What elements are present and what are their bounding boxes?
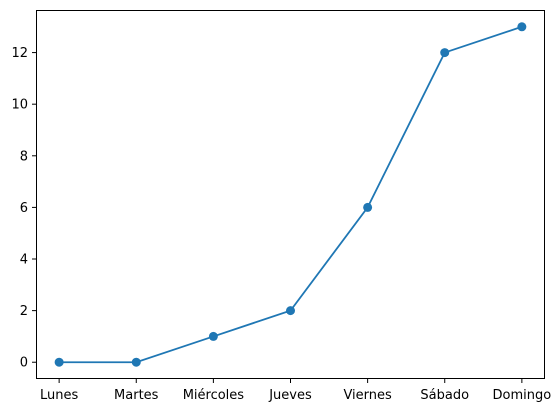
y-tick-label: 4: [20, 253, 28, 268]
x-tick-label: Sábado: [420, 388, 469, 403]
data-point-lunes: [54, 357, 64, 367]
y-axis: 0 2 4 6 8 10 12: [11, 46, 36, 371]
y-tick-label: 8: [20, 149, 28, 164]
plot-background: [36, 10, 545, 379]
y-tick-label: 12: [11, 46, 28, 61]
y-tick-label: 10: [11, 98, 28, 113]
y-tick-label: 0: [20, 356, 28, 371]
data-point-sábado: [440, 48, 450, 58]
data-point-martes: [131, 357, 141, 367]
x-tick-label: Lunes: [40, 388, 78, 403]
x-tick-label: Miércoles: [183, 388, 245, 403]
plot-frame: [36, 10, 545, 379]
y-tick-label: 2: [20, 304, 28, 319]
x-tick-label: Viernes: [343, 388, 392, 403]
x-tick-label: Martes: [114, 388, 159, 403]
x-tick-label: Jueves: [268, 388, 312, 403]
data-point-jueves: [286, 306, 295, 316]
series-layer: [54, 22, 527, 367]
x-axis: Lunes Martes Miércoles Jueves Viernes Sábado D…: [40, 379, 551, 403]
x-tick-label: Domingo: [493, 388, 552, 403]
data-point-miércoles: [208, 331, 218, 341]
data-point-viernes: [363, 202, 373, 212]
data-point-domingo: [517, 22, 527, 32]
y-tick-label: 6: [20, 201, 28, 216]
